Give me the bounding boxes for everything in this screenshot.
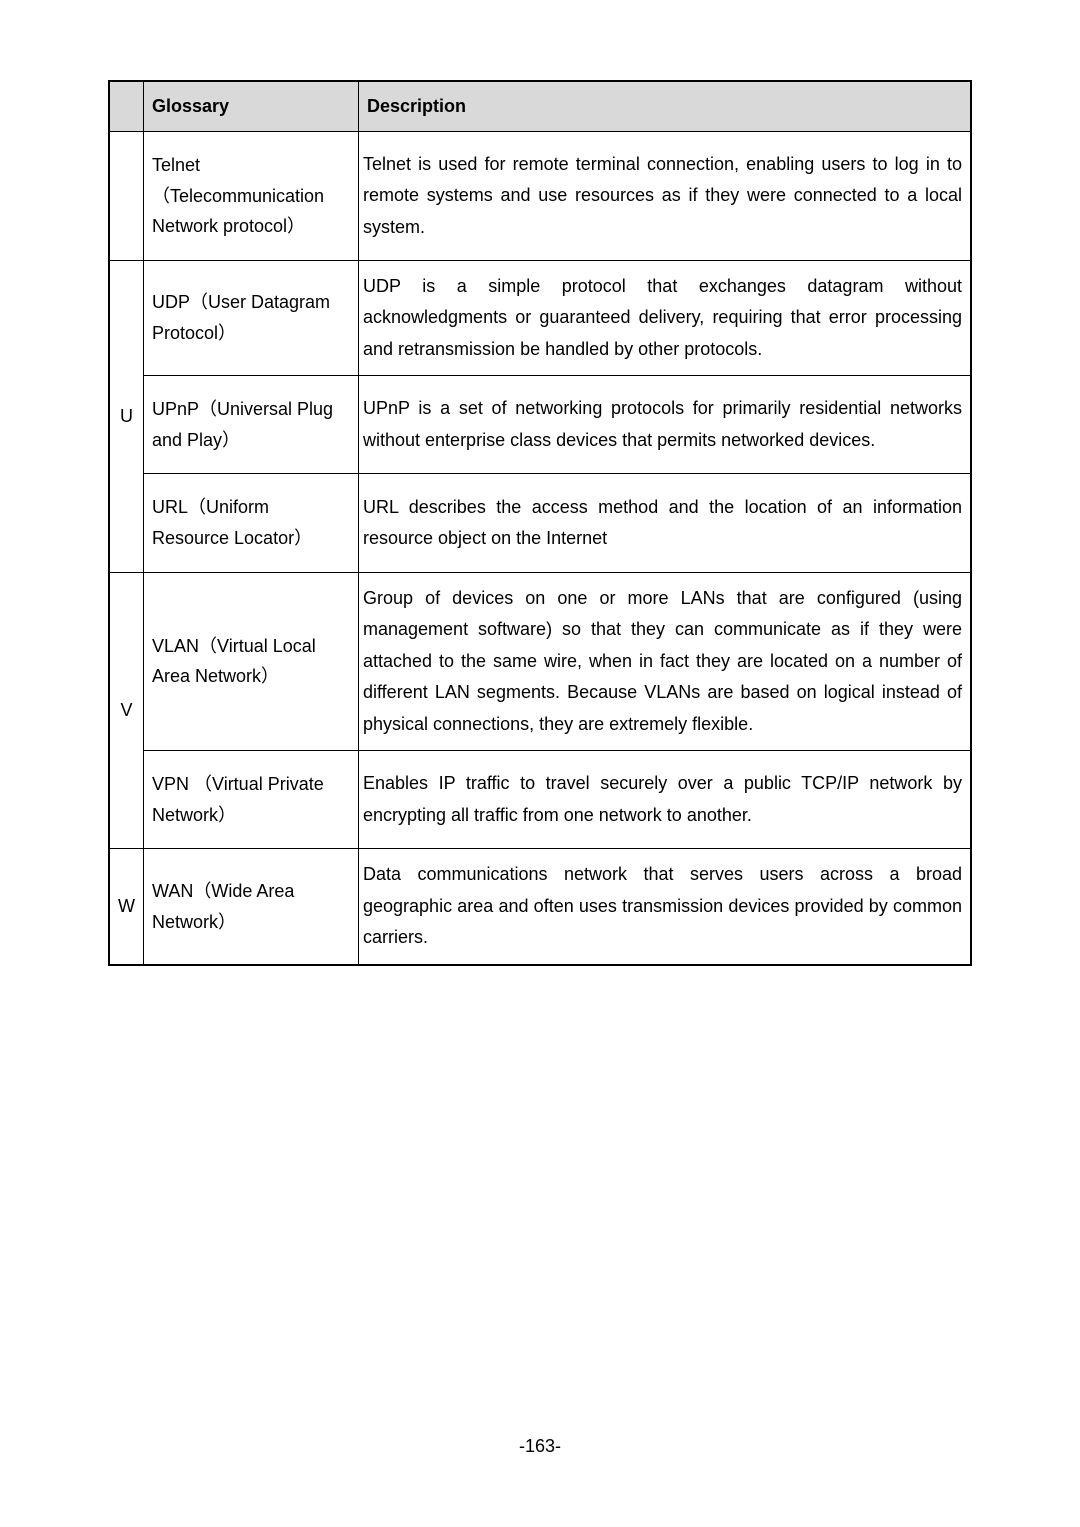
header-description: Description [359,81,972,132]
table-row: W WAN（Wide Area Network） Data communicat… [109,849,971,965]
table-header-row: Glossary Description [109,81,971,132]
table-row: UPnP（Universal Plug and Play） UPnP is a … [109,376,971,474]
letter-cell: V [109,572,144,849]
glossary-cell: UDP（User Datagram Protocol） [144,260,359,376]
header-empty [109,81,144,132]
glossary-cell: UPnP（Universal Plug and Play） [144,376,359,474]
description-cell: Data communications network that serves … [359,849,972,965]
table-row: V VLAN（Virtual Local Area Network） Group… [109,572,971,751]
table-row: U UDP（User Datagram Protocol） UDP is a s… [109,260,971,376]
glossary-cell: WAN（Wide Area Network） [144,849,359,965]
table-row: Telnet（Telecommunication Network protoco… [109,132,971,261]
table-row: VPN （Virtual Private Network） Enables IP… [109,751,971,849]
letter-cell [109,132,144,261]
table-row: URL（Uniform Resource Locator） URL descri… [109,474,971,572]
table-body: Telnet（Telecommunication Network protoco… [109,132,971,965]
description-cell: Telnet is used for remote terminal conne… [359,132,972,261]
description-cell: UPnP is a set of networking protocols fo… [359,376,972,474]
glossary-cell: Telnet（Telecommunication Network protoco… [144,132,359,261]
glossary-table: Glossary Description Telnet（Telecommunic… [108,80,972,966]
letter-cell: U [109,260,144,572]
glossary-cell: VPN （Virtual Private Network） [144,751,359,849]
letter-cell: W [109,849,144,965]
page-container: Glossary Description Telnet（Telecommunic… [0,0,1080,966]
header-glossary: Glossary [144,81,359,132]
description-cell: URL describes the access method and the … [359,474,972,572]
page-number: -163- [0,1436,1080,1457]
glossary-cell: VLAN（Virtual Local Area Network） [144,572,359,751]
glossary-cell: URL（Uniform Resource Locator） [144,474,359,572]
description-cell: UDP is a simple protocol that exchanges … [359,260,972,376]
description-cell: Enables IP traffic to travel securely ov… [359,751,972,849]
description-cell: Group of devices on one or more LANs tha… [359,572,972,751]
